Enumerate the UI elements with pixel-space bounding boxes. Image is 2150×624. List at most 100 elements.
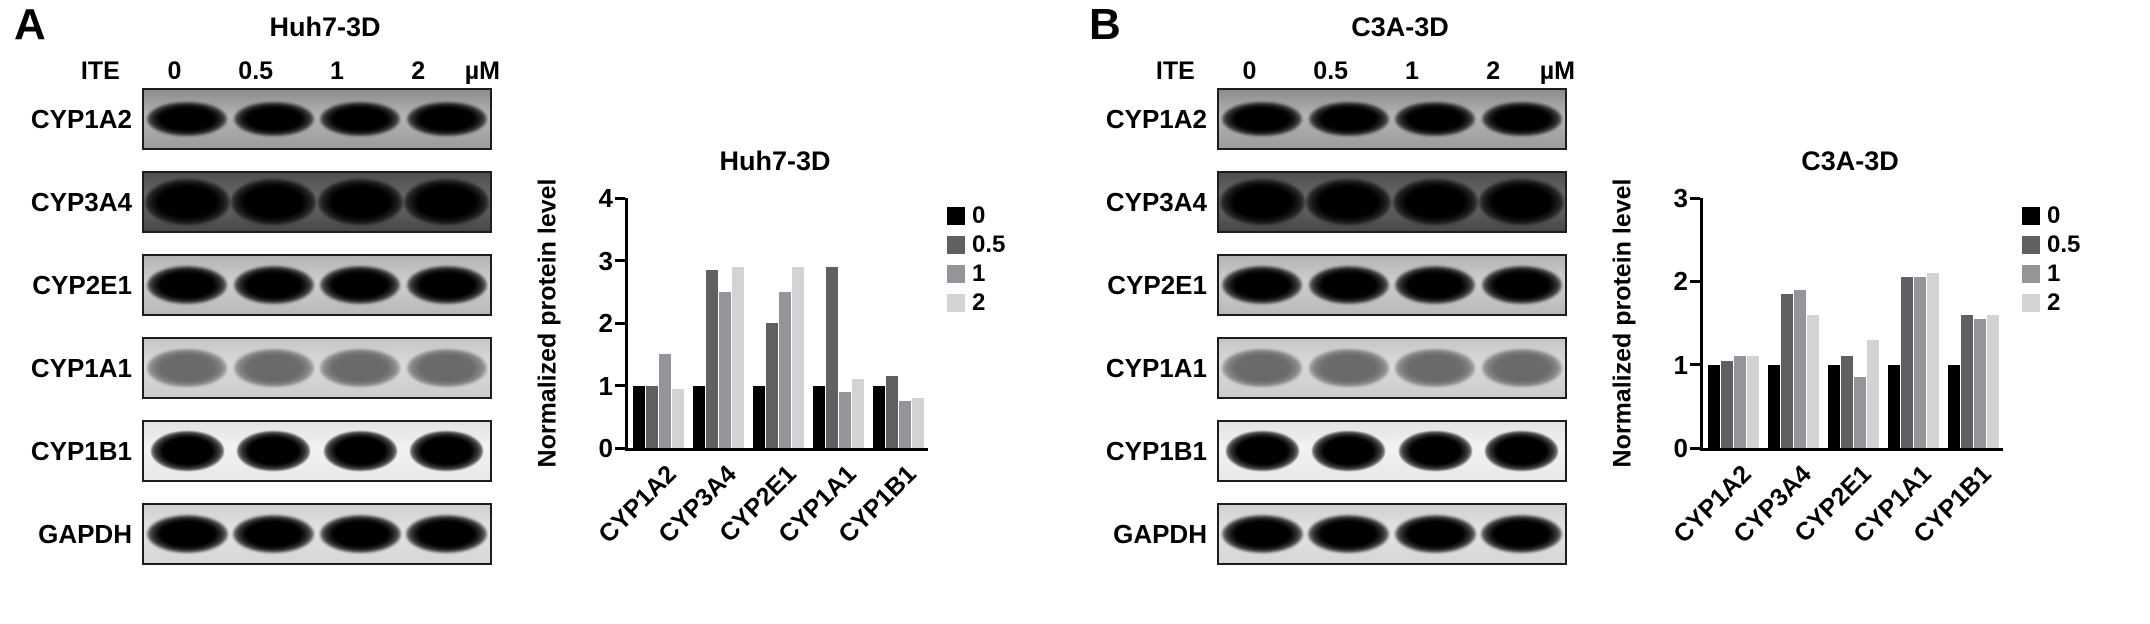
blot-band xyxy=(323,430,397,472)
blot-band xyxy=(1485,430,1559,472)
blot-band xyxy=(1312,430,1386,472)
blot-lane xyxy=(231,256,318,314)
bar xyxy=(1720,360,1733,448)
blot-lane xyxy=(231,90,318,148)
panel-a-header: A Huh7-3D xyxy=(14,0,500,54)
blot-band xyxy=(317,179,403,225)
blot-row-label: GAPDH xyxy=(38,518,132,549)
legend-item: 1 xyxy=(2022,260,2080,288)
dose-value: 0.5 xyxy=(238,56,274,85)
blot-lane xyxy=(1219,256,1306,314)
bar xyxy=(1960,314,1973,448)
y-tick-label: 3 xyxy=(598,245,613,276)
bar xyxy=(1733,356,1746,448)
bar xyxy=(705,269,718,448)
blot-band xyxy=(1222,265,1303,305)
blot-band xyxy=(406,349,487,387)
western-blot-image xyxy=(142,503,492,565)
bar xyxy=(658,354,671,448)
blot-row: CYP2E1 xyxy=(1089,254,1575,316)
blot-lane xyxy=(1392,505,1479,563)
y-tick-mark xyxy=(615,446,625,450)
blot-band xyxy=(1481,514,1563,554)
legend-label: 0.5 xyxy=(972,231,1006,258)
blot-band xyxy=(147,101,228,137)
bar xyxy=(1806,314,1819,448)
blot-band xyxy=(320,101,401,137)
dose-value: 2 xyxy=(411,56,426,85)
blot-lane xyxy=(1219,505,1306,563)
dose-values: 0 0.5 1 2 xyxy=(134,57,459,86)
y-tick-mark xyxy=(1690,363,1700,367)
bar xyxy=(1707,364,1720,448)
ite-label: ITE xyxy=(80,56,120,85)
bar xyxy=(1780,293,1793,448)
blot-band xyxy=(1221,514,1303,554)
blot-lane xyxy=(231,505,318,563)
blot-lane xyxy=(144,90,231,148)
blot-row: GAPDH xyxy=(14,503,500,565)
y-tick-mark xyxy=(1690,196,1700,200)
dose-value: 0.5 xyxy=(1313,56,1349,85)
legend-item: 0 xyxy=(2022,202,2080,230)
blot-row: CYP1A1 xyxy=(14,337,500,399)
blot-lane xyxy=(144,173,231,231)
legend-swatch xyxy=(2022,265,2040,283)
bar xyxy=(632,385,645,448)
blot-row-label: CYP1B1 xyxy=(1105,435,1207,466)
blot-lane xyxy=(144,256,231,314)
blot-row-label: CYP1A1 xyxy=(30,352,132,383)
blot-band xyxy=(1308,514,1390,554)
blot-band xyxy=(406,101,487,137)
blot-band xyxy=(1308,101,1389,137)
legend: 0 0.5 1 2 xyxy=(947,202,1005,317)
bar xyxy=(1746,356,1759,448)
panel-b-header: B C3A-3D xyxy=(1089,0,1575,54)
blot-title: Huh7-3D xyxy=(269,12,381,42)
dose-value: 0 xyxy=(1242,56,1257,85)
bar xyxy=(898,401,911,448)
blot-band xyxy=(1395,101,1476,137)
blot-lane xyxy=(404,256,491,314)
bar xyxy=(1913,277,1926,448)
blot-lane xyxy=(1306,339,1393,397)
western-blot-image xyxy=(142,88,492,150)
blot-lane xyxy=(404,90,491,148)
blot-lane xyxy=(317,256,404,314)
blot-band xyxy=(410,430,484,472)
y-tick-label: 0 xyxy=(1673,433,1688,463)
legend-swatch xyxy=(2022,236,2040,254)
blot-row: CYP1A1 xyxy=(1089,337,1575,399)
blot-row-label: CYP2E1 xyxy=(1107,269,1207,300)
blot-band xyxy=(1394,514,1476,554)
blot-lane xyxy=(1392,173,1479,231)
blot-band xyxy=(320,349,401,387)
bar xyxy=(752,385,765,448)
blot-lane xyxy=(1306,422,1393,480)
bar-chart: C3A-3D Normalized protein level 0 1 2 3 CYP1A2… xyxy=(1605,118,2150,618)
bar xyxy=(812,385,825,448)
legend-swatch xyxy=(947,207,965,225)
blot-band xyxy=(319,514,401,554)
legend-label: 0 xyxy=(2047,202,2061,229)
blot-band xyxy=(1306,179,1392,225)
dose-values: 0 0.5 1 2 xyxy=(1209,57,1534,86)
blot-lane xyxy=(317,90,404,148)
blot-lane xyxy=(317,339,404,397)
bar xyxy=(645,385,658,448)
unit-label: µM xyxy=(464,56,500,85)
blot-band xyxy=(233,349,314,387)
panel-b-chart-column: C3A-3D Normalized protein level 0 1 2 3 CYP1A2… xyxy=(1575,0,2150,624)
y-axis-label: Normalized protein level xyxy=(533,178,562,468)
legend-item: 0 xyxy=(947,202,1005,230)
legend-item: 2 xyxy=(2022,289,2080,317)
blot-band xyxy=(1308,349,1389,387)
blot-band xyxy=(147,265,228,305)
bar xyxy=(791,266,804,448)
blot-row-label: CYP3A4 xyxy=(30,186,132,217)
chart-title: Huh7-3D xyxy=(719,146,831,176)
y-tick-label: 4 xyxy=(598,183,613,213)
western-blot-image xyxy=(142,254,492,316)
blot-row: CYP1A2 xyxy=(14,88,500,150)
